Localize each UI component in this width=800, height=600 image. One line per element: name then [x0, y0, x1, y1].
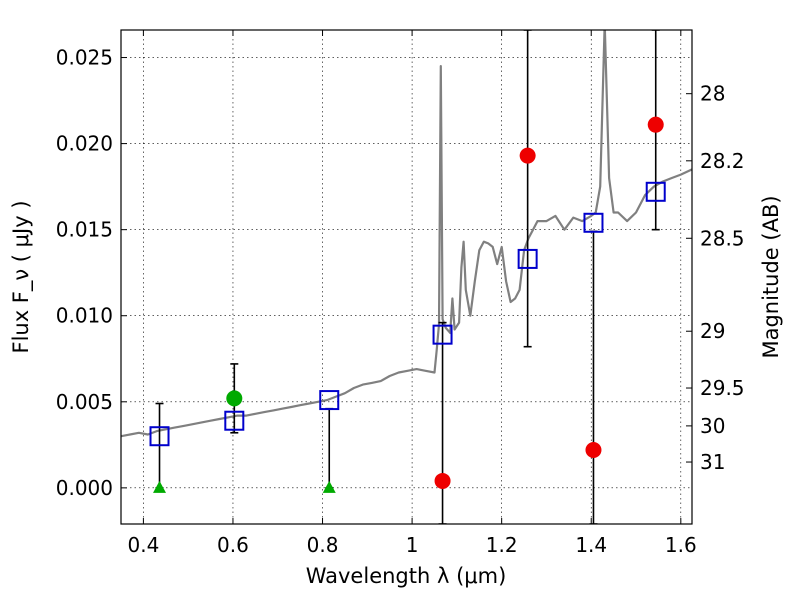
green-circle-marker	[226, 390, 243, 407]
red-circle-marker	[647, 116, 664, 133]
y-tick-label: 0.015	[56, 218, 113, 242]
x-tick-label: 0.8	[307, 533, 339, 557]
model-square-marker	[149, 426, 170, 447]
mag-tick-label: 29.5	[700, 376, 745, 400]
red-circle-marker	[585, 441, 602, 458]
y-axis-title: Flux F_ν ( μJy )	[9, 200, 34, 353]
green-triangle-marker	[153, 480, 167, 493]
model-square-marker	[517, 248, 538, 269]
mag-tick-label: 28.5	[700, 226, 745, 250]
data-series	[121, 30, 692, 524]
model-square-marker	[224, 410, 245, 431]
mag-tick-label: 30	[700, 414, 725, 438]
red-circle-marker	[434, 472, 451, 489]
model-square-marker	[645, 181, 666, 202]
y-tick-label: 0.005	[56, 390, 113, 414]
x-tick-label: 1.4	[575, 533, 607, 557]
x-axis-title: Wavelength λ (μm)	[306, 564, 507, 588]
mag-tick-label: 29	[700, 319, 725, 343]
y-tick-label: 0.000	[56, 476, 113, 500]
mag-tick-label: 31	[700, 450, 725, 474]
plot-frame	[120, 29, 693, 525]
y-tick-label: 0.020	[56, 132, 113, 156]
right-axis-title: Magnitude (AB)	[759, 195, 783, 358]
green-triangle-marker	[322, 480, 336, 493]
mag-tick-label: 28.2	[700, 149, 745, 173]
model-square-marker	[583, 212, 604, 233]
red-circle-marker	[519, 147, 536, 164]
x-tick-label: 1	[406, 533, 419, 557]
mag-tick-label: 28	[700, 82, 725, 106]
x-tick-label: 0.6	[217, 533, 249, 557]
x-tick-label: 1.6	[665, 533, 697, 557]
x-tick-label: 0.4	[127, 533, 159, 557]
plot-background	[121, 30, 692, 524]
spectrum-line	[121, 30, 692, 438]
y-tick-label: 0.010	[56, 304, 113, 328]
y-tick-label: 0.025	[56, 46, 113, 70]
grid-lines	[121, 30, 692, 524]
axis-ticks: 0.4 0.6 0.8 1 1.2 1.4 1.6 0.000 0.005 0.010 0.015 0…	[56, 30, 745, 557]
model-square-marker	[432, 324, 453, 345]
x-tick-label: 1.2	[486, 533, 518, 557]
model-square-marker	[319, 390, 340, 411]
